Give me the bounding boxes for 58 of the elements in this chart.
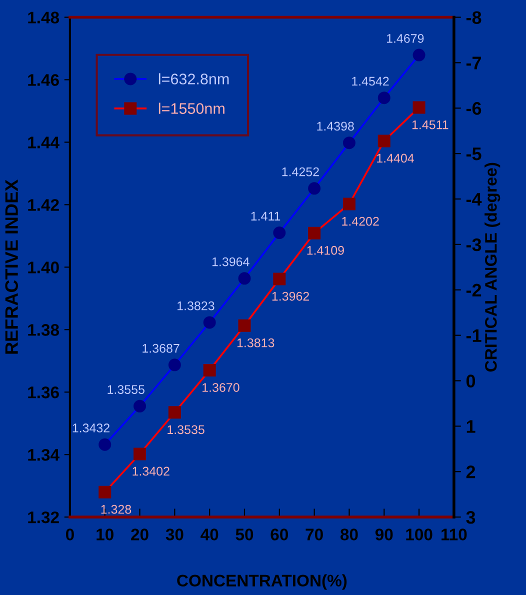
y-tick-label: 1.48 [28, 12, 60, 24]
y-tick-label: 1.32 [28, 511, 59, 524]
data-label: 1.4679 [386, 34, 424, 43]
data-label: 1.3535 [168, 425, 204, 434]
x-tick-label: 20 [131, 528, 148, 540]
legend-label: l=632.8nm [158, 73, 229, 84]
x-tick-label: 70 [306, 528, 323, 540]
data-label: 1.3823 [178, 301, 214, 310]
y2-tick-label: -5 [466, 148, 482, 160]
data-label: 1.3555 [108, 385, 144, 394]
y2-axis-title: CRITICAL ANGLE (degree) [484, 162, 500, 372]
data-label: 1.4542 [352, 76, 389, 86]
x-tick-label: 90 [375, 528, 393, 540]
y2-tick-label: -7 [466, 56, 482, 70]
data-label: 1.3687 [142, 344, 180, 353]
y-tick-label: 1.38 [28, 324, 60, 336]
x-tick-label: 30 [166, 528, 184, 540]
x-axis-title: CONCENTRATION(%) [177, 574, 347, 590]
x-tick-label: 0 [66, 528, 74, 540]
data-label: 1.3670 [202, 383, 240, 392]
y2-tick-label: 0 [466, 374, 476, 388]
data-label: 1.3964 [212, 257, 250, 266]
y-tick-label: 1.36 [28, 386, 59, 398]
y-tick-label: 1.46 [28, 74, 59, 86]
y2-tick-label: -2 [466, 284, 482, 296]
y-axis-title: REFRACTIVE INDEX [5, 180, 18, 354]
data-label: 1.4202 [342, 216, 379, 226]
x-tick-label: 100 [406, 528, 432, 540]
y2-tick-label: -8 [466, 11, 482, 24]
y-tick-label: 1.40 [28, 262, 59, 274]
data-label: 1.3962 [272, 292, 310, 301]
data-label: 1.4109 [307, 246, 344, 255]
y-tick-label: 1.34 [28, 448, 60, 461]
x-tick-label: 40 [200, 528, 218, 540]
data-label: 1.4398 [317, 122, 354, 131]
y2-tick-label: 2 [466, 466, 476, 478]
y2-tick-label: 1 [466, 420, 476, 433]
x-tick-label: 10 [96, 528, 114, 540]
data-label: 1.328 [101, 504, 132, 514]
y2-tick-label: -4 [466, 193, 482, 206]
y-tick-label: 1.42 [28, 199, 59, 211]
y2-tick-label: 3 [466, 510, 476, 524]
y-tick-label: 1.44 [28, 136, 60, 148]
data-label: 1.4404 [377, 154, 414, 163]
data-label: 1.3432 [72, 424, 110, 432]
data-label: 1.3813 [237, 338, 274, 348]
y2-tick-label: -6 [466, 102, 482, 115]
data-label: 1.4511 [412, 120, 448, 130]
data-label: 1.3402 [132, 466, 170, 476]
x-tick-label: 50 [236, 528, 254, 540]
data-label: 1.4252 [282, 167, 319, 176]
x-tick-label: 110 [442, 528, 467, 540]
data-label: 1.411 [251, 212, 280, 220]
x-tick-label: 80 [340, 528, 358, 540]
y2-tick-label: -3 [466, 238, 482, 252]
x-tick-label: 60 [270, 528, 288, 540]
legend-label: l=1550nm [158, 102, 224, 114]
y2-tick-label: -1 [466, 329, 482, 342]
